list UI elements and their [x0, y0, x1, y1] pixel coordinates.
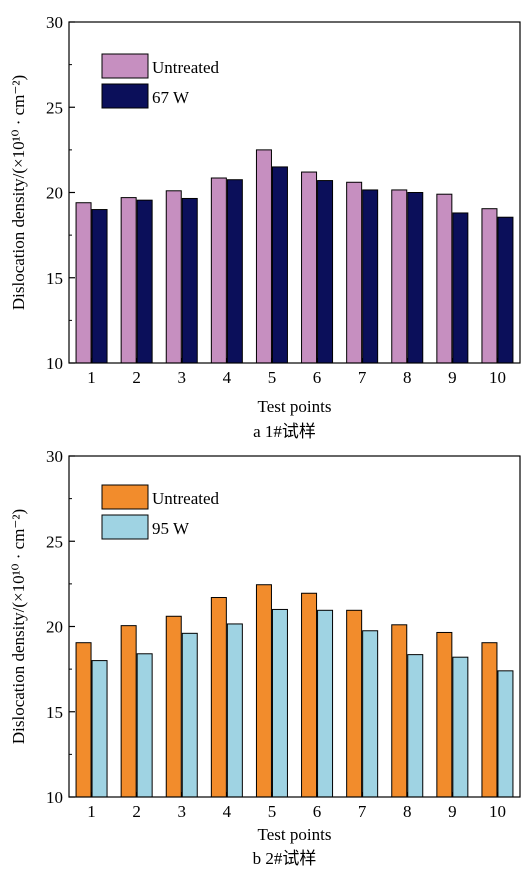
bar-untreated-7	[346, 181, 363, 364]
y-axis-title: Dislocation density/(×10¹⁰ · cm⁻²)	[9, 75, 28, 310]
bar-untreated-7	[346, 609, 363, 798]
y-tick-label: 20	[46, 184, 63, 203]
bar-untreated-2	[120, 625, 137, 798]
y-axis-title: Dislocation density/(×10¹⁰ · cm⁻²)	[9, 509, 28, 744]
x-tick-label: 1	[87, 802, 96, 821]
bar-treated-10	[497, 670, 514, 798]
y-tick-label: 10	[46, 354, 63, 373]
bar-untreated-8	[391, 624, 408, 798]
bar-untreated-1	[75, 642, 92, 798]
bar-untreated-4	[210, 597, 227, 798]
legend-label-1: Untreated	[152, 489, 220, 508]
chart-panel-2: 10 15 20 25 30 1 2 3 4 5 6 7 8 9 10 Test points Dislocat…	[9, 447, 521, 868]
bar-treated-3	[181, 197, 198, 364]
legend-label-2: 95 W	[152, 519, 190, 538]
bar-untreated-10	[481, 642, 498, 798]
bar-treated-7	[362, 189, 379, 364]
bar-treated-7	[362, 630, 379, 798]
x-tick-label: 4	[223, 802, 232, 821]
x-tick-label: 8	[403, 368, 412, 387]
bar-treated-4	[226, 623, 243, 798]
x-tick-label: 3	[178, 368, 187, 387]
bar-treated-5	[271, 608, 288, 798]
legend-label-2: 67 W	[152, 88, 190, 107]
x-tick-label: 1	[87, 368, 96, 387]
y-tick-label: 30	[46, 13, 63, 32]
y-tick-label: 25	[46, 98, 63, 117]
y-tick-label: 15	[46, 269, 63, 288]
legend-swatch-1	[101, 484, 149, 510]
bar-untreated-5	[255, 584, 272, 798]
y-tick-label: 10	[46, 788, 63, 807]
bar-untreated-10	[481, 208, 498, 364]
x-axis-title: Test points	[258, 825, 332, 844]
bar-untreated-8	[391, 189, 408, 364]
legend-swatch-2	[101, 83, 149, 109]
x-tick-label: 3	[178, 802, 187, 821]
x-tick-label: 9	[448, 368, 457, 387]
x-tick-label: 6	[313, 368, 322, 387]
x-tick-label: 9	[448, 802, 457, 821]
bar-treated-9	[452, 656, 469, 798]
x-tick-label: 2	[132, 802, 141, 821]
x-tick-label: 10	[489, 802, 506, 821]
y-tick-label: 30	[46, 447, 63, 466]
bar-treated-1	[91, 209, 108, 364]
panel-caption: a 1#试样	[253, 422, 316, 441]
panel-caption: b 2#试样	[253, 849, 317, 868]
bar-untreated-1	[75, 202, 92, 364]
bar-treated-4	[226, 179, 243, 364]
bar-untreated-5	[255, 149, 272, 364]
bar-untreated-6	[301, 592, 318, 798]
bar-treated-6	[317, 609, 334, 798]
bar-untreated-2	[120, 197, 137, 364]
legend-label-1: Untreated	[152, 58, 220, 77]
x-tick-label: 5	[268, 802, 277, 821]
y-tick-label: 25	[46, 532, 63, 551]
bar-treated-1	[91, 660, 108, 798]
bar-treated-6	[317, 180, 334, 364]
x-tick-label: 6	[313, 802, 322, 821]
x-tick-label: 4	[223, 368, 232, 387]
bar-untreated-3	[165, 615, 182, 798]
bar-untreated-9	[436, 631, 453, 798]
bar-untreated-9	[436, 193, 453, 364]
legend-swatch-1	[101, 53, 149, 79]
x-tick-label: 5	[268, 368, 277, 387]
x-tick-label: 7	[358, 368, 367, 387]
chart-panel-1: 10 15 20 25 30 1 2 3 4 5 6 7 8 9 10 Test points Dislocat…	[9, 13, 521, 441]
x-tick-label: 7	[358, 802, 367, 821]
x-tick-label: 2	[132, 368, 141, 387]
x-tick-label: 8	[403, 802, 412, 821]
y-tick-label: 15	[46, 703, 63, 722]
bar-treated-2	[136, 199, 153, 364]
legend-swatch-2	[101, 514, 149, 540]
bar-untreated-6	[301, 171, 318, 364]
bar-treated-2	[136, 653, 153, 798]
bar-untreated-3	[165, 190, 182, 364]
bar-treated-8	[407, 192, 424, 364]
bar-treated-9	[452, 212, 469, 364]
y-tick-label: 20	[46, 618, 63, 637]
bar-treated-5	[271, 166, 288, 364]
bar-untreated-4	[210, 177, 227, 364]
bar-treated-10	[497, 216, 514, 364]
x-tick-label: 10	[489, 368, 506, 387]
bar-treated-8	[407, 654, 424, 798]
bar-treated-3	[181, 632, 198, 798]
x-axis-title: Test points	[258, 397, 332, 416]
